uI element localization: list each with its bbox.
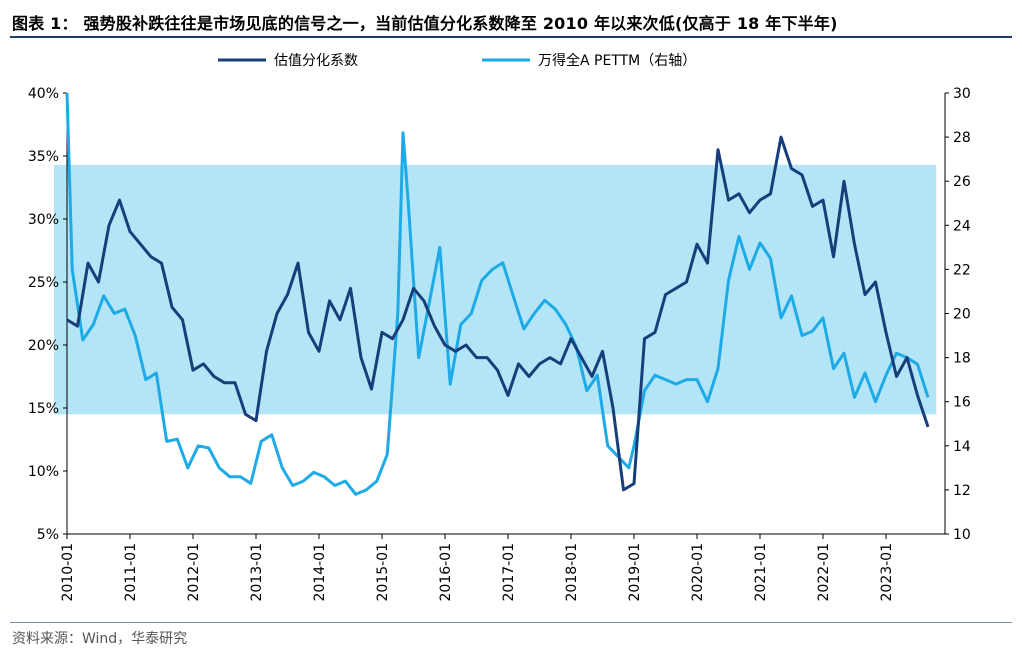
chart: 5% 10% 15% 20% 25% 30% 35% 40% 10 12 14 16 18 20 22 24 2… bbox=[28, 52, 971, 602]
x-tick-label: 2017-01 bbox=[501, 543, 517, 602]
x-tick-label: 2011-01 bbox=[123, 543, 139, 602]
y-right-tick-label: 22 bbox=[953, 262, 971, 278]
footer-rule bbox=[10, 622, 1012, 623]
x-tick-label: 2023-01 bbox=[879, 543, 895, 602]
source-note: 资料来源：Wind，华泰研究 bbox=[12, 631, 188, 647]
y-right-tick-label: 20 bbox=[953, 307, 971, 323]
y-right-tick-label: 16 bbox=[953, 395, 971, 411]
y-right-tick-label: 30 bbox=[953, 86, 971, 102]
x-tick-label: 2020-01 bbox=[690, 543, 706, 602]
title-rule bbox=[10, 36, 1012, 38]
y-left-tick-label: 30% bbox=[28, 212, 59, 228]
chart-title: 图表 1： 强势股补跌往往是市场见底的信号之一，当前估值分化系数降至 2010 … bbox=[12, 14, 838, 33]
y-right-tick-label: 24 bbox=[953, 218, 971, 234]
x-tick-label: 2018-01 bbox=[564, 543, 580, 602]
y-left-tick-label: 15% bbox=[28, 401, 59, 417]
y-right-tick-label: 10 bbox=[953, 527, 971, 543]
y-left-tick-label: 40% bbox=[28, 86, 59, 102]
x-tick-label: 2010-01 bbox=[60, 543, 76, 602]
y-right-tick-label: 28 bbox=[953, 130, 971, 146]
legend-item-pettm-label: 万得全A PETTM（右轴） bbox=[538, 52, 696, 69]
x-tick-label: 2021-01 bbox=[753, 543, 769, 602]
x-tick-label: 2012-01 bbox=[186, 543, 202, 602]
x-tick-label: 2014-01 bbox=[312, 543, 328, 602]
y-right-tick-label: 18 bbox=[953, 351, 971, 367]
legend-item-dispersion-label: 估值分化系数 bbox=[274, 53, 358, 69]
x-tick-label: 2013-01 bbox=[249, 543, 265, 602]
x-tick-label: 2022-01 bbox=[816, 543, 832, 602]
y-right-tick-label: 12 bbox=[953, 483, 971, 499]
y-left-tick-label: 35% bbox=[28, 149, 59, 165]
y-right-tick-label: 26 bbox=[953, 174, 971, 190]
y-left-tick-label: 20% bbox=[28, 338, 59, 354]
y-right-tick-label: 14 bbox=[953, 439, 971, 455]
x-tick-label: 2016-01 bbox=[438, 543, 454, 602]
x-tick-label: 2019-01 bbox=[627, 543, 643, 602]
y-left-tick-label: 5% bbox=[37, 527, 59, 543]
x-tick-label: 2015-01 bbox=[375, 543, 391, 602]
y-left-tick-label: 25% bbox=[28, 275, 59, 291]
y-left-tick-label: 10% bbox=[28, 464, 59, 480]
series-line-dispersion bbox=[66, 135, 930, 492]
series-line-pettm bbox=[65, 92, 930, 496]
highlight-band bbox=[54, 164, 937, 415]
